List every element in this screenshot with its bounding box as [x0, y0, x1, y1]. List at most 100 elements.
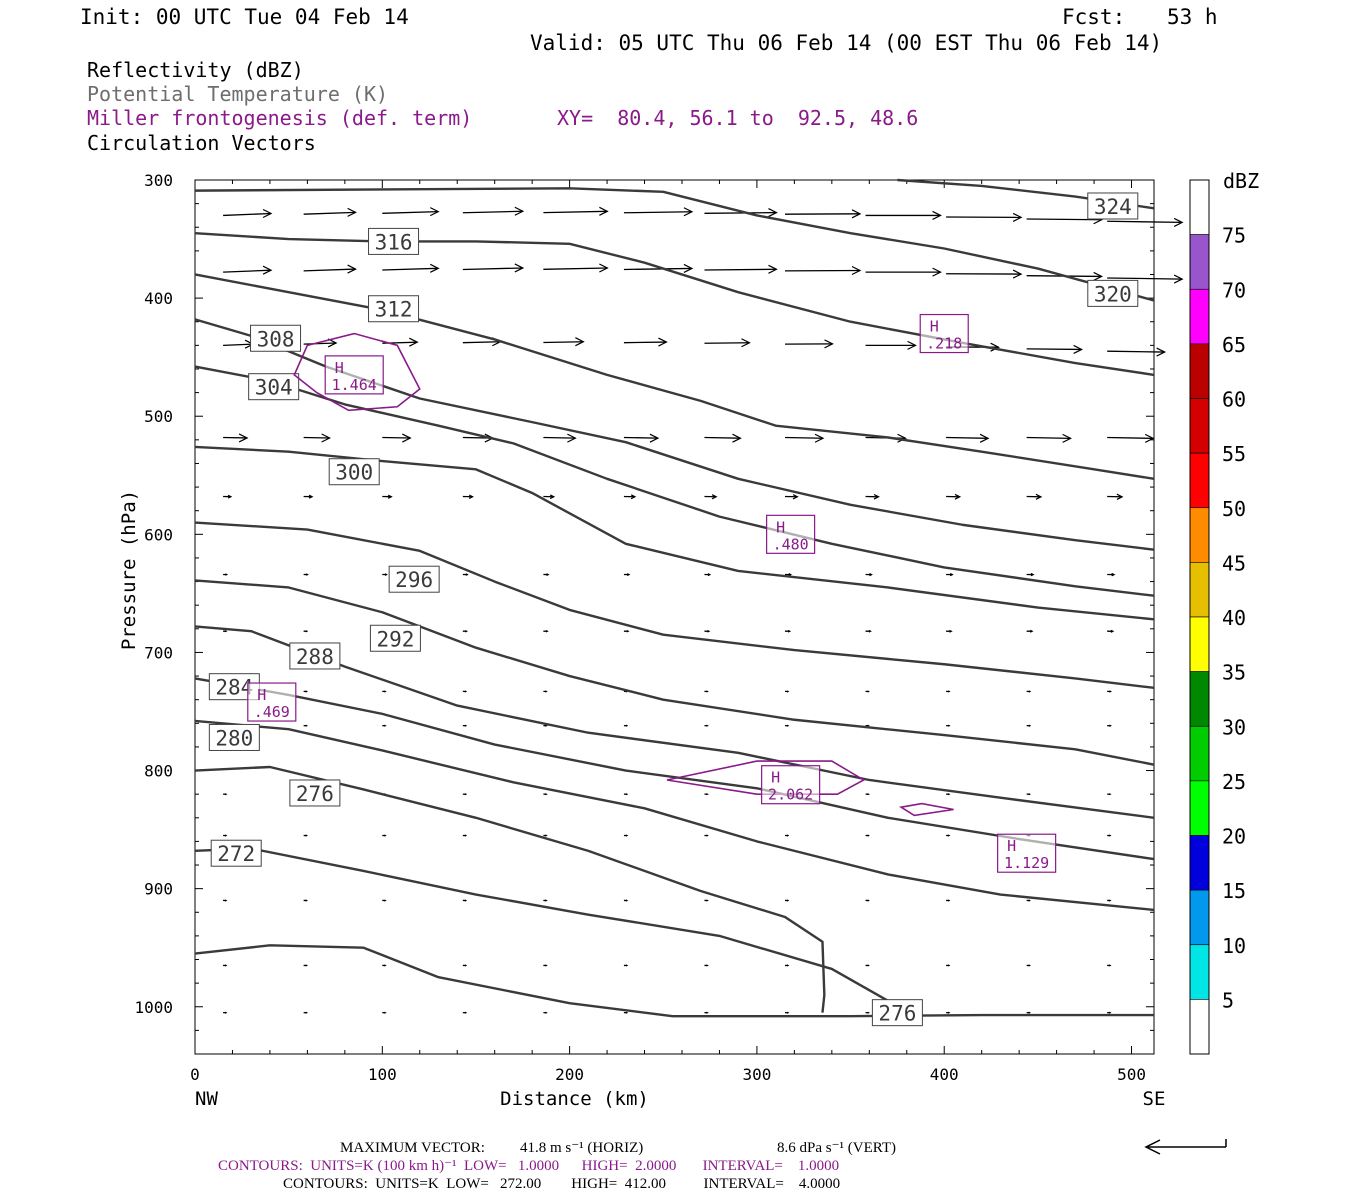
circulation-vector — [303, 211, 356, 215]
circulation-vector — [543, 436, 576, 439]
circulation-vector — [1026, 218, 1102, 221]
theta-contour-label: 320 — [1094, 282, 1132, 306]
vector-arrowhead — [787, 629, 792, 633]
vector-arrowhead — [851, 209, 862, 219]
circulation-vector — [462, 210, 523, 214]
vector-arrowhead — [575, 337, 585, 347]
vector-arrowhead — [897, 433, 907, 443]
vector-arrowhead — [468, 494, 474, 499]
theta-contour-292 — [194, 579, 1155, 766]
vector-arrowhead — [625, 724, 629, 727]
vector-arrowhead — [409, 337, 419, 347]
vector-arrowhead — [1108, 834, 1112, 837]
circulation-vector — [223, 269, 272, 273]
vector-arrowhead — [599, 206, 609, 216]
frontogenesis-max-value: 2.062 — [768, 786, 813, 804]
vector-arrowhead — [430, 207, 440, 217]
vector-arrowhead — [711, 494, 718, 500]
vector-arrowhead — [706, 834, 709, 837]
theta-contour-label: 304 — [255, 376, 293, 400]
vector-arrowhead — [1028, 1011, 1031, 1014]
frontogenesis-max-box — [247, 682, 297, 722]
x-tick-label: 0 — [190, 1065, 200, 1084]
legend-miller-frontogenesis: Miller frontogenesis (def. term) — [87, 106, 473, 130]
frontogenesis-max-marker: H — [335, 359, 344, 377]
vector-arrowhead — [947, 793, 951, 796]
circulation-vector — [623, 211, 692, 214]
vector-arrowhead — [868, 629, 872, 633]
vector-arrowhead — [625, 964, 629, 967]
y-tick-label: 1000 — [134, 998, 173, 1017]
colorbar-swatch — [1189, 780, 1210, 836]
x-tick-label: 100 — [368, 1065, 397, 1084]
theta-contour-label: 284 — [215, 676, 253, 700]
vector-arrowhead — [383, 899, 387, 902]
colorbar-swatch — [1189, 999, 1210, 1055]
vector-arrowhead — [683, 263, 694, 273]
theta-contour-label-box — [369, 624, 421, 652]
vector-arrowhead — [1108, 964, 1112, 967]
theta-contour-label-box — [368, 295, 420, 323]
circulation-vector — [382, 436, 411, 439]
max-vector-horizontal: 41.8 m s⁻¹ (HORIZ) — [520, 1140, 644, 1156]
vector-arrowhead — [768, 264, 778, 274]
circulation-vector — [784, 436, 824, 439]
vector-arrowhead — [625, 793, 629, 796]
vector-arrowhead — [867, 834, 870, 837]
colorbar-swatch — [1189, 835, 1210, 891]
theta-contour-316 — [194, 231, 1155, 377]
colorbar-swatch — [1189, 234, 1210, 290]
vector-arrowhead — [768, 208, 778, 218]
vector-arrowhead — [1030, 572, 1035, 577]
vector-arrowhead — [947, 899, 951, 902]
theta-contour-284 — [194, 677, 1155, 861]
colorbar-label: 60 — [1222, 388, 1246, 412]
vector-arrowhead — [1144, 433, 1155, 443]
vector-arrowhead — [327, 338, 338, 348]
vector-arrowhead — [305, 724, 308, 727]
circulation-vector — [223, 212, 272, 217]
y-axis-title: Pressure (hPa) — [118, 490, 140, 650]
vector-arrowhead — [305, 630, 309, 633]
frontogenesis-max-marker: H — [1007, 837, 1016, 855]
vector-arrowhead — [625, 899, 629, 902]
frontogenesis-max-box — [324, 355, 384, 395]
circulation-vector — [704, 211, 777, 214]
vector-arrowhead — [1012, 212, 1023, 222]
nw-end-label: NW — [195, 1088, 218, 1110]
circulation-vector — [382, 210, 439, 214]
frontogenesis-contour — [666, 760, 866, 795]
vector-arrowhead — [1028, 793, 1031, 796]
vector-arrowhead — [1012, 269, 1023, 279]
y-tick-label: 300 — [144, 171, 173, 190]
x-axis-title: Distance (km) — [500, 1088, 649, 1110]
y-tick-label: 900 — [144, 880, 173, 899]
theta-contour-label-box — [328, 458, 380, 486]
frontogenesis-contours — [247, 313, 1057, 873]
vector-arrowhead — [545, 834, 548, 837]
vector-arrowhead — [546, 573, 550, 576]
vector-arrowhead — [1108, 1011, 1112, 1014]
colorbar-swatch — [1189, 944, 1210, 1000]
frontogenesis-max-marker: H — [257, 686, 266, 704]
vector-arrowhead — [706, 690, 709, 693]
frontogenesis-max-box — [997, 833, 1057, 873]
forecast-label: Fcst: — [1062, 5, 1126, 29]
theta-contour-label-box — [248, 373, 300, 401]
vector-arrowhead — [626, 629, 630, 633]
vector-arrowhead — [786, 724, 790, 727]
theta-contour-label: 308 — [257, 327, 295, 351]
circulation-vector — [704, 268, 777, 271]
plot-frame — [194, 179, 1155, 1055]
colorbar-label: 55 — [1222, 442, 1246, 466]
circulation-vector — [462, 267, 523, 271]
theta-contour-label-box — [289, 779, 341, 807]
circulation-vector — [623, 341, 667, 344]
vector-arrowhead — [545, 630, 549, 633]
vector-arrowhead — [599, 263, 609, 273]
frontogenesis-max-value: .218 — [926, 335, 962, 353]
vector-arrowhead — [305, 834, 308, 837]
vector-arrowhead — [464, 1011, 468, 1014]
vector-arrowhead — [383, 1011, 387, 1014]
vector-arrowhead — [932, 267, 942, 277]
